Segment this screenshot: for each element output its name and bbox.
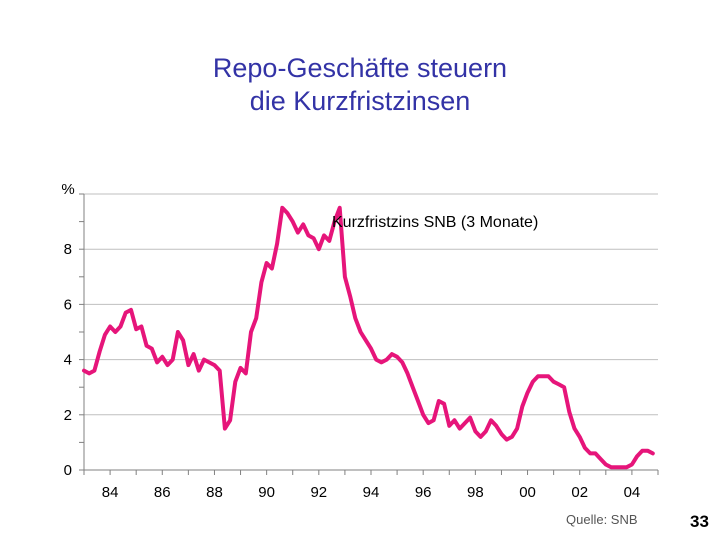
chart-title-line-1: Repo-Geschäfte steuern [212,53,508,83]
axes [79,193,659,475]
y-tick-label: 4 [64,352,72,369]
series-layer [82,205,655,470]
x-tick-label: 96 [415,484,432,501]
y-axis-unit-label: % [61,181,74,198]
source-note: Quelle: SNB [566,512,638,527]
y-tick-label: 2 [64,407,72,424]
y-tick-label: 6 [64,296,72,313]
series-line [82,205,655,470]
x-tick-label: 90 [258,484,275,501]
chart-title: Repo-Geschäfte steuern die Kurzfristzins… [0,52,720,118]
series-label: Kurzfristzins SNB (3 Monate) [332,214,538,231]
x-tick-label: 00 [519,484,536,501]
gridlines [84,193,658,416]
y-tick-label: 8 [64,241,72,258]
y-tick-label: 0 [64,462,72,479]
x-tick-label: 86 [154,484,171,501]
x-tick-label: 92 [310,484,327,501]
x-tick-label: 84 [102,484,119,501]
x-tick-label: 02 [571,484,588,501]
x-tick-label: 04 [624,484,641,501]
x-tick-label: 94 [363,484,380,501]
x-tick-label: 88 [206,484,223,501]
chart-title-line-2: die Kurzfristzinsen [249,86,471,116]
page-number: 33 [690,512,709,531]
x-tick-label: 98 [467,484,484,501]
